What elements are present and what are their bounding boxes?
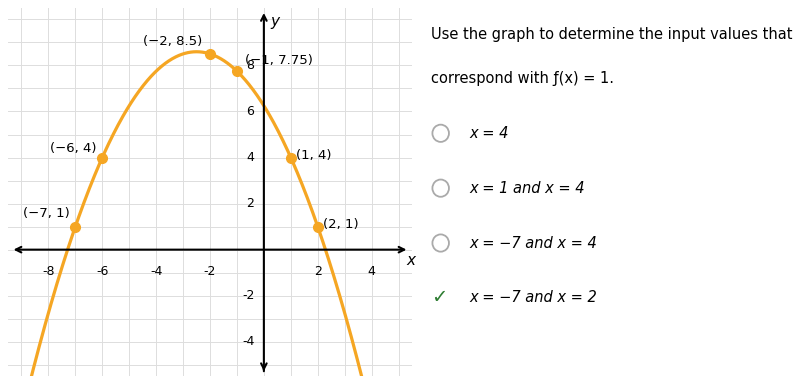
Text: 4: 4	[368, 265, 375, 278]
Text: -8: -8	[42, 265, 54, 278]
Text: -2: -2	[204, 265, 216, 278]
Text: x = 1 and x = 4: x = 1 and x = 4	[469, 181, 584, 196]
Text: 2: 2	[246, 197, 254, 210]
Text: 4: 4	[246, 151, 254, 164]
Text: -4: -4	[150, 265, 162, 278]
Text: (−7, 1): (−7, 1)	[23, 207, 70, 220]
Text: x = −7 and x = 2: x = −7 and x = 2	[469, 290, 597, 305]
Text: (−1, 7.75): (−1, 7.75)	[245, 54, 313, 67]
Text: (2, 1): (2, 1)	[323, 218, 358, 231]
Text: 2: 2	[314, 265, 322, 278]
Text: (−2, 8.5): (−2, 8.5)	[142, 35, 202, 48]
Text: (−6, 4): (−6, 4)	[50, 142, 97, 155]
Text: -4: -4	[242, 335, 254, 348]
Text: 6: 6	[246, 105, 254, 118]
Text: 8: 8	[246, 59, 254, 72]
Text: x = −7 and x = 4: x = −7 and x = 4	[469, 236, 597, 250]
Text: Use the graph to determine the input values that: Use the graph to determine the input val…	[431, 27, 793, 42]
Text: x = 4: x = 4	[469, 126, 508, 141]
Text: -2: -2	[242, 289, 254, 302]
Text: ✓: ✓	[431, 289, 448, 307]
Text: (1, 4): (1, 4)	[296, 149, 332, 162]
Text: y: y	[270, 14, 280, 29]
Text: correspond with ƒ(​​x) = 1.: correspond with ƒ(​​x) = 1.	[431, 71, 614, 85]
Text: x: x	[406, 252, 416, 267]
Text: -6: -6	[96, 265, 109, 278]
